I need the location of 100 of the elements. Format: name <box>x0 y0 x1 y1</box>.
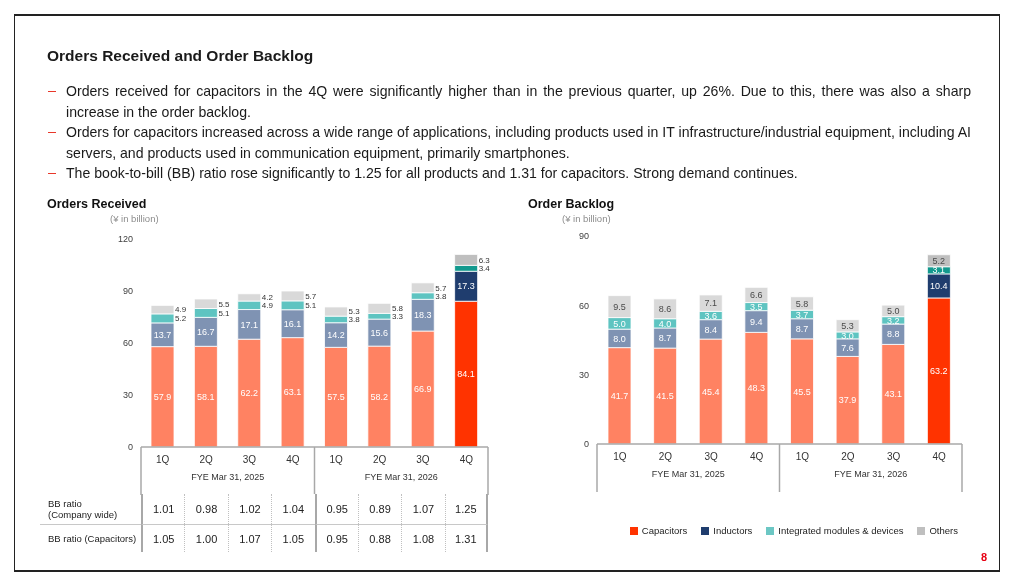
data-label: 0.88 <box>357 524 402 552</box>
data-label: 3.8 <box>435 291 447 301</box>
data-label: 15.6 <box>370 327 389 338</box>
data-label: 58.1 <box>197 391 215 402</box>
data-label: 8.4 <box>704 324 718 335</box>
data-label: 62.2 <box>240 388 259 399</box>
data-label: 7.1 <box>704 298 718 309</box>
data-label: 3.2 <box>886 315 900 326</box>
x-tick-label: 1Q <box>156 454 170 465</box>
x-tick-label: 2Q <box>372 454 387 465</box>
data-label: 1.31 <box>444 524 488 552</box>
data-label: 1.25 <box>444 494 488 524</box>
data-label: 16.1 <box>283 318 302 329</box>
y-tick-label: 0 <box>127 442 133 453</box>
data-label: 3.0 <box>841 330 854 341</box>
data-label: 4.0 <box>658 318 672 329</box>
text: FYE Mar 31, 2025 <box>191 472 265 482</box>
y-tick-label: 30 <box>122 390 133 401</box>
y-tick-label: BB ratio (Capacitors) <box>48 533 137 544</box>
x-tick-label: 4Q <box>932 451 947 462</box>
data-label: 37.9 <box>838 395 857 406</box>
data-label: 1.04 <box>271 494 315 524</box>
data-label: 10.4 <box>930 281 948 292</box>
y-tick-label: 30 <box>578 369 589 380</box>
data-label: 13.7 <box>153 329 172 340</box>
x-tick-label: 3Q <box>242 454 257 465</box>
text: Orders received for capacitors in the 4Q were significantly higher than in the previous quarter, up 26%. Due to this, there was also a sharp increase in the order backlog. <box>65 82 971 122</box>
data-label: 0.89 <box>357 494 402 524</box>
data-label: 5.7 <box>305 291 317 301</box>
y-tick-label: BB ratio (Company wide) <box>48 498 119 520</box>
x-tick-label: 1Q <box>329 454 344 465</box>
legend-label: Capacitors <box>641 525 688 536</box>
x-tick-label: 3Q <box>704 451 718 462</box>
y-axis-title: (¥ in billion) <box>110 213 159 224</box>
data-label: 84.1 <box>457 369 475 380</box>
legend-label: Inductors <box>713 525 753 536</box>
data-label: 5.8 <box>795 298 809 309</box>
data-label: 7.6 <box>841 342 854 353</box>
data-label: 5.7 <box>435 283 447 293</box>
data-label: 48.3 <box>747 383 766 394</box>
data-label: 5.0 <box>886 306 900 317</box>
x-tick-label: 4Q <box>750 451 764 462</box>
data-label: 45.5 <box>793 386 811 397</box>
data-label: 63.2 <box>930 366 948 377</box>
x-tick-label: 3Q <box>416 454 430 465</box>
text: FYE Mar 31, 2025 <box>651 469 725 479</box>
x-tick-label: 1Q <box>613 451 627 462</box>
y-tick-label: 60 <box>578 300 589 311</box>
data-label: 3.6 <box>704 310 718 321</box>
data-label: 3.5 <box>750 301 763 312</box>
x-tick-label: 1Q <box>795 451 810 462</box>
data-label: 1.02 <box>227 494 272 524</box>
data-label: 0.95 <box>314 494 358 524</box>
data-label: 4.9 <box>175 305 187 315</box>
data-label: 5.1 <box>218 308 231 318</box>
text: FYE Mar 31, 2026 <box>364 472 438 482</box>
data-label: 43.1 <box>884 389 903 400</box>
data-label: 17.3 <box>457 281 475 292</box>
data-label: 9.4 <box>750 316 763 327</box>
data-label: 5.1 <box>305 301 317 311</box>
y-tick-label: 0 <box>583 439 589 450</box>
data-label: 8.6 <box>658 303 672 314</box>
data-label: 3.1 <box>932 265 946 276</box>
y-axis-title: (¥ in billion) <box>562 213 611 224</box>
data-label: 1.08 <box>401 524 445 552</box>
x-tick-label: 4Q <box>459 454 474 465</box>
data-label: 66.9 <box>413 384 432 395</box>
data-label: 5.3 <box>841 320 854 331</box>
x-tick-label: 2Q <box>841 451 855 462</box>
x-tick-label: 4Q <box>286 454 300 465</box>
data-label: 57.5 <box>327 392 345 403</box>
y-tick-label: 90 <box>578 231 589 242</box>
x-tick-label: 2Q <box>658 451 673 462</box>
data-label: 16.7 <box>197 326 215 337</box>
data-label: 5.5 <box>218 299 231 309</box>
text: 8 <box>979 551 987 563</box>
x-tick-label: 2Q <box>199 454 213 465</box>
data-label: 63.1 <box>283 387 302 398</box>
data-label: 8.0 <box>613 333 626 344</box>
data-label: 5.2 <box>932 255 946 266</box>
data-label: 1.00 <box>184 524 228 552</box>
data-label: 58.2 <box>370 391 389 402</box>
data-label: 5.3 <box>348 307 361 317</box>
data-label: 1.07 <box>227 524 272 552</box>
chart-title: Order Backlog <box>528 197 615 211</box>
data-label: 41.7 <box>610 390 629 401</box>
data-label: 5.2 <box>175 314 187 324</box>
data-label: 5.8 <box>391 304 404 314</box>
y-tick-label: 120 <box>117 234 133 245</box>
text: Orders Received and Order Backlog <box>47 46 315 66</box>
y-tick-label: 60 <box>122 338 133 349</box>
x-tick-label: 3Q <box>886 451 901 462</box>
data-label: 3.3 <box>391 312 404 322</box>
data-label: 1.05 <box>271 524 315 552</box>
data-label: 8.8 <box>886 329 900 340</box>
data-label: 3.8 <box>348 315 361 325</box>
data-label: 1.01 <box>141 494 185 524</box>
data-label: 6.6 <box>750 290 763 301</box>
data-label: 57.9 <box>153 391 172 402</box>
data-label: 5.0 <box>613 318 626 329</box>
